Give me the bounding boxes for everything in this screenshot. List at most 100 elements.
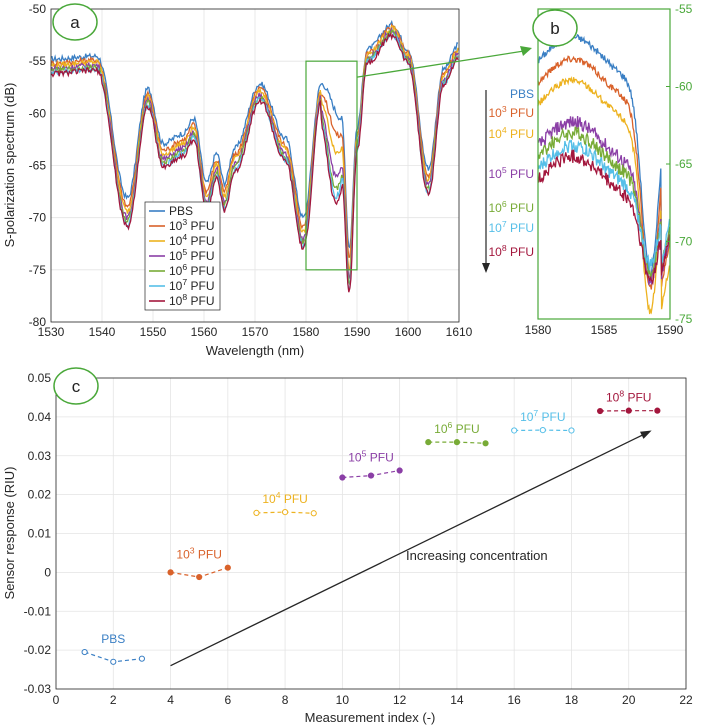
panel-c-y-tick-label: -0.03 [24, 682, 52, 696]
panel-b-series-label: 105 PFU [489, 165, 535, 181]
panel-b-y-tick-label: -60 [675, 80, 693, 94]
panel-c-badge: c [53, 367, 99, 405]
panel-c-series-label: 104 PFU [262, 490, 308, 506]
legend-entry: 104 PFU [169, 232, 215, 248]
panel-a-y-tick-label: -65 [29, 159, 47, 173]
legend-entry: 105 PFU [169, 247, 215, 263]
panel-c-series-label: PBS [101, 632, 125, 646]
panel-c-data-point [482, 440, 489, 447]
increasing-concentration-arrow [170, 433, 644, 667]
zoom-connector-arrowhead [520, 46, 532, 56]
panel-a-y-tick-label: -60 [29, 106, 47, 120]
panel-c-x-tick-label: 10 [336, 693, 350, 707]
panel-c-y-tick-label: -0.01 [24, 604, 52, 618]
panel-c-y-tick-label: 0.01 [28, 527, 52, 541]
panel-a-y-tick-label: -75 [29, 263, 47, 277]
panel-a-x-axis-label: Wavelength (nm) [206, 343, 305, 358]
panel-c-x-tick-label: 6 [224, 693, 231, 707]
panel-b-x-tick-label: 1590 [657, 323, 684, 337]
panel-b-y-tick-label: -55 [675, 2, 693, 16]
panel-c-badge-label: c [72, 377, 81, 396]
panel-c-series-label: 103 PFU [176, 546, 222, 562]
panel-c-data-point [568, 427, 575, 434]
panel-c-annotation: Increasing concentration [406, 548, 548, 563]
panel-b-series-label: 103 PFU [489, 104, 535, 120]
panel-c-x-tick-label: 4 [167, 693, 174, 707]
panel-c-x-tick-label: 8 [282, 693, 289, 707]
panel-a-badge: a [52, 3, 98, 41]
panel-c-data-point [511, 427, 518, 434]
panel-c: 0 2 4 6 8 10 12 14 16 18 20 22 -0.03 -0.02 -0.01 0 0.01 0… [2, 367, 693, 725]
panel-c-x-tick-label: 14 [450, 693, 464, 707]
panel-c-data-point [367, 472, 375, 479]
panel-a-badge-label: a [70, 13, 80, 32]
panel-c-data-point [253, 509, 260, 516]
panel-a-y-axis-label: S-polarization spectrum (dB) [2, 83, 17, 248]
panel-b-badge-label: b [550, 19, 559, 38]
panel-b-y-tick-label: -65 [675, 157, 693, 171]
panel-c-y-axis-label: Sensor response (RIU) [2, 467, 17, 600]
panel-c-data-point [110, 658, 117, 665]
panel-b-series-label: 108 PFU [489, 243, 535, 259]
panel-a-x-tick-label: 1580 [293, 325, 320, 339]
legend-entry: 107 PFU [169, 277, 215, 293]
panel-c-series-label: 106 PFU [434, 420, 480, 436]
panel-c-data-point [310, 510, 317, 517]
panel-b-series-label: 104 PFU [489, 125, 535, 141]
panel-b-series-line [537, 76, 671, 315]
panel-c-y-tick-label: -0.02 [24, 643, 52, 657]
legend-entry: PBS [169, 204, 193, 218]
panel-c-series-label: 107 PFU [520, 408, 566, 424]
panel-b-series-label: PBS [510, 87, 534, 101]
panel-c-y-tick-label: 0.04 [28, 410, 52, 424]
panel-c-x-tick-label: 18 [565, 693, 579, 707]
legend-entry: 106 PFU [169, 262, 215, 278]
panel-c-data-point [453, 439, 461, 446]
legend-entry: 108 PFU [169, 292, 215, 308]
panel-a-y-tick-label: -70 [29, 211, 47, 225]
panel-a-zoom-box [305, 60, 358, 271]
panel-c-y-tick-label: 0.03 [28, 449, 52, 463]
panel-b: 1580 1585 1590 -55 -60 -65 -70 -75 PBS 103 PFU 10… [482, 2, 693, 337]
panel-c-data-point [81, 648, 88, 656]
panel-c-series-label: 108 PFU [606, 389, 652, 405]
panel-c-data-point [339, 474, 346, 481]
panel-a-x-tick-label: 1550 [140, 325, 167, 339]
panel-c-x-tick-label: 12 [393, 693, 407, 707]
panel-c-data-point [539, 426, 546, 434]
panel-b-series-line [537, 55, 671, 290]
panel-b-series-label: 107 PFU [489, 219, 535, 235]
panel-b-y-tick-label: -70 [675, 235, 693, 249]
panel-c-data-point [396, 467, 403, 474]
panel-c-data-point [654, 407, 661, 414]
panel-c-x-tick-label: 0 [53, 693, 60, 707]
panel-c-data-point [224, 564, 231, 571]
panel-b-series-line [537, 149, 671, 286]
panel-c-y-tick-label: 0.05 [28, 371, 52, 385]
panel-a-y-tick-label: -55 [29, 54, 47, 68]
panel-c-y-tick-label: 0.02 [28, 488, 52, 502]
panel-b-series-label: 106 PFU [489, 199, 535, 215]
panel-c-x-tick-label: 22 [679, 693, 693, 707]
panel-c-x-tick-label: 2 [110, 693, 117, 707]
panel-a-series-line [50, 32, 459, 293]
panel-c-series-label: 105 PFU [348, 449, 394, 465]
panel-c-x-axis-label: Measurement index (-) [305, 710, 436, 725]
panel-b-arrowhead [482, 263, 490, 273]
panel-b-y-tick-label: -75 [675, 312, 693, 326]
panel-c-x-tick-label: 16 [508, 693, 522, 707]
panel-c-data-point [196, 573, 203, 581]
panel-a-x-tick-label: 1610 [446, 325, 473, 339]
panel-b-series-line [537, 139, 671, 271]
panel-a-x-tick-label: 1570 [242, 325, 269, 339]
increasing-concentration-arrowhead [639, 430, 652, 439]
panel-c-data-point [596, 407, 604, 415]
panel-c-data-point [425, 439, 432, 446]
panel-a: 1530 1540 1550 1560 1570 1580 1590 1600 1610 -50 -… [2, 2, 532, 358]
panel-a-y-tick-label: -80 [29, 315, 47, 329]
panel-a-x-tick-label: 1540 [89, 325, 116, 339]
panel-b-badge: b [532, 9, 578, 47]
panel-b-x-tick-label: 1580 [525, 323, 552, 337]
panel-c-data-point [625, 407, 632, 414]
